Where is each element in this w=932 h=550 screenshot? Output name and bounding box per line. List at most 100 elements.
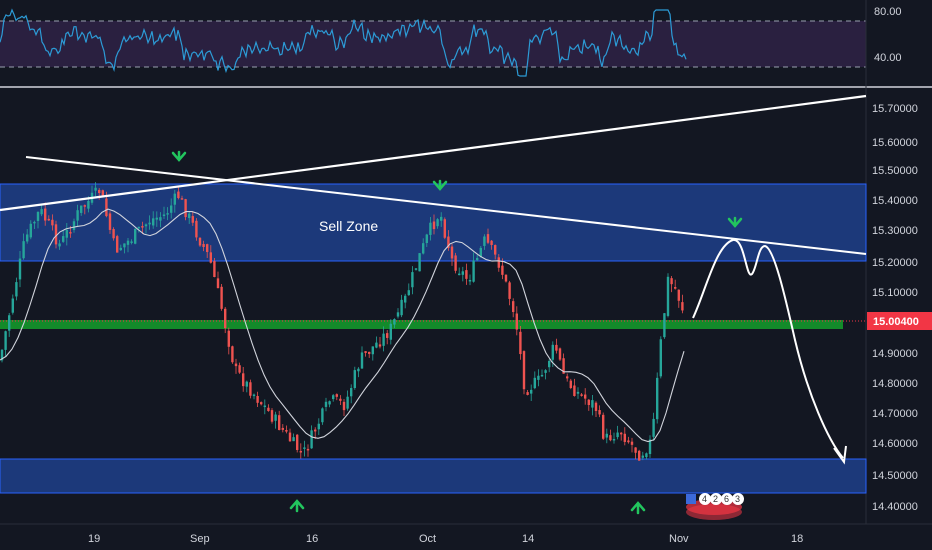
economic-events[interactable]: 4 2 6 3 (686, 493, 744, 520)
candle-body (414, 268, 418, 270)
candle-body (335, 394, 338, 397)
current-price-tag (867, 312, 932, 330)
candle-body (368, 351, 371, 354)
rising-trendline[interactable] (0, 94, 867, 212)
candle-body (580, 394, 583, 396)
candle-body (533, 377, 536, 389)
candle-body (26, 234, 29, 242)
candle-body (170, 205, 173, 213)
sell-zone-label: Sell Zone (319, 218, 378, 234)
candle-body (461, 271, 464, 275)
candle-body (11, 298, 14, 313)
candle-body (465, 270, 468, 279)
candle-body (526, 392, 529, 395)
candle-body (350, 388, 353, 397)
candle-body (58, 243, 61, 247)
candle-body (447, 236, 450, 249)
main-price-pane[interactable]: Sell Zone (0, 94, 867, 515)
candle-body (515, 313, 518, 330)
event-badge[interactable] (721, 493, 733, 505)
candle-body (29, 223, 32, 238)
candle-body (468, 279, 472, 282)
candle-body (540, 374, 544, 377)
candle-body (220, 286, 223, 309)
candle-body (605, 433, 608, 438)
projection-path[interactable] (692, 239, 844, 459)
candle-body (65, 229, 68, 238)
candle-body (51, 219, 54, 226)
candle-body (360, 352, 364, 369)
candle-body (278, 415, 281, 431)
price-axis-label: 14.60000 (872, 438, 918, 450)
candle-body (310, 430, 313, 449)
candle-body (548, 360, 551, 368)
candle-body (288, 432, 292, 442)
price-axis-label: 14.90000 (872, 348, 918, 360)
candle-body (234, 363, 238, 367)
candle-body (371, 346, 374, 355)
buy-signal-arrow-icon (289, 499, 305, 513)
candle-body (616, 432, 619, 438)
price-axis-label: 15.40000 (872, 195, 918, 207)
candle-body (609, 435, 612, 441)
sell-signal-arrow-icon (432, 179, 448, 191)
rsi-panel[interactable]: 80.00 40.00 (0, 6, 902, 77)
buy-zone-rect[interactable] (0, 458, 867, 494)
candle-body (148, 222, 151, 225)
candle-body (382, 333, 385, 346)
candle-body (80, 205, 83, 213)
candle-body (141, 226, 144, 228)
candle-body (677, 289, 680, 301)
falling-trendline[interactable] (25, 156, 867, 255)
candle-body (587, 399, 590, 406)
candle-body (263, 405, 266, 408)
candle-body (674, 287, 677, 289)
candle-body (202, 244, 205, 247)
candle-body (652, 418, 655, 437)
candle-body (504, 274, 508, 282)
candle-body (670, 278, 673, 285)
candle-body (159, 217, 162, 221)
moving-average-line (0, 208, 685, 443)
event-badge[interactable] (699, 493, 711, 505)
candle-body (576, 391, 580, 394)
candle-body (342, 401, 346, 411)
time-axis[interactable]: 19 Sep 16 Oct 14 Nov 18 (88, 533, 803, 545)
candle-body (83, 205, 86, 207)
event-badge[interactable] (732, 493, 744, 505)
candle-body (663, 313, 666, 338)
candle-body (36, 211, 40, 221)
candle-body (76, 210, 79, 221)
candle-body (231, 346, 234, 363)
candle-body (144, 224, 148, 227)
candle-body (634, 447, 637, 453)
price-axis-label: 14.70000 (872, 408, 918, 420)
candle-body (659, 339, 662, 377)
candle-body (188, 213, 191, 219)
candle-body (627, 440, 630, 443)
projection-arrowhead-icon (833, 445, 847, 465)
candle-body (666, 276, 670, 316)
event-badge[interactable] (710, 493, 722, 505)
candle-body (314, 429, 317, 432)
candle-body (501, 265, 504, 275)
candle-body (299, 451, 302, 453)
candle-body (0, 349, 4, 361)
candle-body (551, 344, 554, 360)
candle-body (155, 217, 158, 220)
candle-body (519, 331, 522, 355)
candle-body (126, 240, 130, 245)
candle-body (562, 358, 565, 374)
candle-body (105, 198, 108, 217)
candle-body (638, 450, 641, 461)
price-axis[interactable]: 15.70000 15.60000 15.50000 15.40000 15.3… (867, 103, 932, 513)
candle-body (573, 385, 576, 397)
candle-body (8, 315, 11, 331)
candle-body (436, 219, 439, 227)
candle-body (346, 396, 349, 409)
candle-body (443, 219, 446, 238)
support-zone-rect[interactable] (0, 320, 843, 329)
candle-body (177, 191, 180, 199)
candle-body (47, 218, 50, 221)
